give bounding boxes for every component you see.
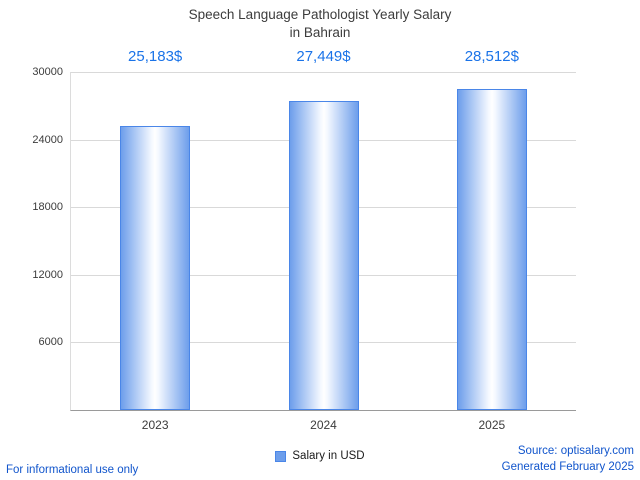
chart-title: Speech Language Pathologist Yearly Salar… [0,6,640,42]
plot-area: 6000 12000 18000 24000 30000 25,183$ 2023 27,44… [32,48,576,432]
chart-title-line1: Speech Language Pathologist Yearly Salar… [188,7,452,22]
bar-value-label: 25,183$ [128,48,183,65]
x-axis-tick-label: 2025 [478,418,506,432]
x-axis-tick-label: 2024 [310,418,337,432]
legend-label: Salary in USD [292,450,365,462]
legend-swatch-icon [275,450,287,462]
chart-title-line2: in Bahrain [289,25,351,41]
bar-2025 [456,88,527,410]
source-info: Source: optisalary.com Generated Februar… [502,443,634,476]
y-axis-tick-label: 18000 [32,201,63,214]
y-axis-tick-label: 30000 [32,66,63,78]
bar-2024 [288,100,359,410]
bar-2023 [120,126,191,410]
bar-value-label: 28,512$ [464,48,519,65]
y-axis-tick-label: 6000 [38,336,63,349]
y-axis-tick-label: 24000 [32,133,63,146]
disclaimer-text: For informational use only [6,464,139,476]
generated-date: Generated February 2025 [501,461,634,474]
bar-value-label: 27,449$ [296,48,351,65]
legend: Salary in USD [0,450,640,462]
x-axis-tick-label: 2023 [141,418,169,432]
gridline [71,72,576,73]
source-link[interactable]: Source: optisalary.com [517,444,634,457]
y-axis-tick-label: 12000 [32,268,63,281]
